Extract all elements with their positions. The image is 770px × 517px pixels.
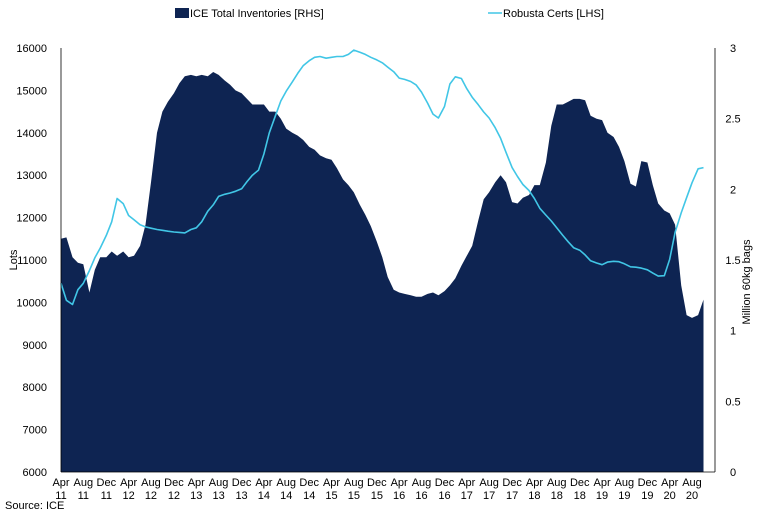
- x-tick-month: Dec: [638, 477, 658, 489]
- x-tick-month: Dec: [435, 477, 455, 489]
- right-tick-label: 1.5: [725, 255, 740, 267]
- x-tick-year: 13: [190, 490, 202, 502]
- left-y-axis: 16000 15000 14000 13000 12000 11000 10000 9000 8…: [16, 43, 47, 479]
- x-tick-month: Aug: [74, 477, 94, 489]
- x-tick-month: Apr: [391, 477, 408, 489]
- x-tick-year: 16: [438, 490, 450, 502]
- left-tick-label: 11000: [17, 255, 47, 267]
- x-tick-year: 20: [664, 490, 676, 502]
- left-tick-label: 9000: [23, 340, 47, 352]
- left-axis-title: Lots: [8, 249, 20, 270]
- left-tick-label: 8000: [23, 382, 47, 394]
- x-tick-month: Dec: [367, 477, 387, 489]
- series-line-robusta-certs: [60, 49, 704, 306]
- x-tick-year: 17: [506, 490, 518, 502]
- x-tick-month: Dec: [164, 477, 184, 489]
- right-tick-label: 1: [730, 326, 736, 338]
- legend: ICE Total Inventories [RHS] Robusta Cert…: [175, 8, 604, 20]
- x-tick-month: Aug: [209, 477, 229, 489]
- x-tick-year: 12: [123, 490, 135, 502]
- x-tick-year: 14: [258, 490, 270, 502]
- x-tick-month: Apr: [526, 477, 543, 489]
- x-tick-month: Apr: [593, 477, 610, 489]
- x-tick-month: Dec: [502, 477, 522, 489]
- right-tick-label: 0: [730, 467, 736, 479]
- x-tick-month: Aug: [344, 477, 364, 489]
- left-tick-label: 6000: [23, 467, 47, 479]
- left-tick-label: 13000: [16, 170, 47, 182]
- x-tick-year: 15: [371, 490, 383, 502]
- x-tick-month: Apr: [255, 477, 272, 489]
- x-tick-month: Dec: [232, 477, 252, 489]
- left-tick-label: 16000: [16, 43, 47, 55]
- x-tick-month: Aug: [547, 477, 567, 489]
- x-tick-month: Apr: [120, 477, 137, 489]
- x-tick-year: 12: [145, 490, 157, 502]
- x-tick-year: 13: [235, 490, 247, 502]
- x-tick-year: 14: [280, 490, 292, 502]
- x-tick-month: Aug: [479, 477, 499, 489]
- x-tick-year: 11: [78, 490, 89, 502]
- left-tick-label: 12000: [16, 213, 47, 225]
- legend-label-inventories: ICE Total Inventories [RHS]: [190, 8, 324, 20]
- x-tick-month: Apr: [458, 477, 475, 489]
- series-area-ice-total-inventories: [61, 72, 704, 472]
- x-tick-month: Dec: [299, 477, 319, 489]
- x-tick-year: 19: [641, 490, 653, 502]
- x-tick-month: Aug: [682, 477, 702, 489]
- x-tick-year: 11: [101, 490, 112, 502]
- x-tick-month: Dec: [570, 477, 590, 489]
- legend-swatch-inventories: [175, 8, 189, 18]
- x-tick-year: 11: [55, 490, 66, 502]
- x-tick-year: 20: [686, 490, 698, 502]
- x-tick-year: 16: [393, 490, 405, 502]
- right-tick-label: 2: [730, 184, 736, 196]
- x-tick-year: 19: [596, 490, 608, 502]
- right-tick-label: 0.5: [725, 396, 740, 408]
- left-tick-label: 10000: [16, 297, 47, 309]
- x-tick-year: 19: [618, 490, 630, 502]
- left-tick-label: 15000: [16, 85, 47, 97]
- x-tick-month: Apr: [188, 477, 205, 489]
- x-tick-year: 18: [574, 490, 586, 502]
- right-axis-title: Million 60kg bags: [741, 239, 753, 324]
- x-tick-month: Aug: [141, 477, 161, 489]
- source-note: Source: ICE: [5, 500, 65, 512]
- left-tick-label: 7000: [23, 425, 47, 437]
- plot-area: [60, 48, 716, 473]
- left-tick-label: 14000: [16, 128, 47, 140]
- x-tick-year: 12: [168, 490, 180, 502]
- right-tick-label: 3: [730, 43, 736, 55]
- x-tick-month: Dec: [97, 477, 117, 489]
- x-tick-year: 18: [528, 490, 540, 502]
- x-tick-month: Apr: [661, 477, 678, 489]
- right-y-axis: 3 2.5 2 1.5 1 0.5 0: [725, 43, 740, 479]
- x-tick-year: 16: [415, 490, 427, 502]
- x-tick-year: 15: [325, 490, 337, 502]
- legend-label-certs: Robusta Certs [LHS]: [503, 8, 604, 20]
- x-axis: Apr11Aug11Dec11Apr12Aug12Dec12Apr13Aug13…: [52, 477, 701, 502]
- x-tick-year: 13: [212, 490, 224, 502]
- x-tick-year: 17: [483, 490, 495, 502]
- x-tick-year: 15: [348, 490, 360, 502]
- x-tick-month: Apr: [323, 477, 340, 489]
- x-tick-month: Apr: [52, 477, 69, 489]
- x-tick-month: Aug: [276, 477, 296, 489]
- x-tick-year: 18: [551, 490, 563, 502]
- x-tick-year: 14: [303, 490, 315, 502]
- x-tick-month: Aug: [412, 477, 432, 489]
- x-tick-year: 17: [461, 490, 473, 502]
- x-tick-month: Aug: [615, 477, 635, 489]
- right-tick-label: 2.5: [725, 114, 740, 126]
